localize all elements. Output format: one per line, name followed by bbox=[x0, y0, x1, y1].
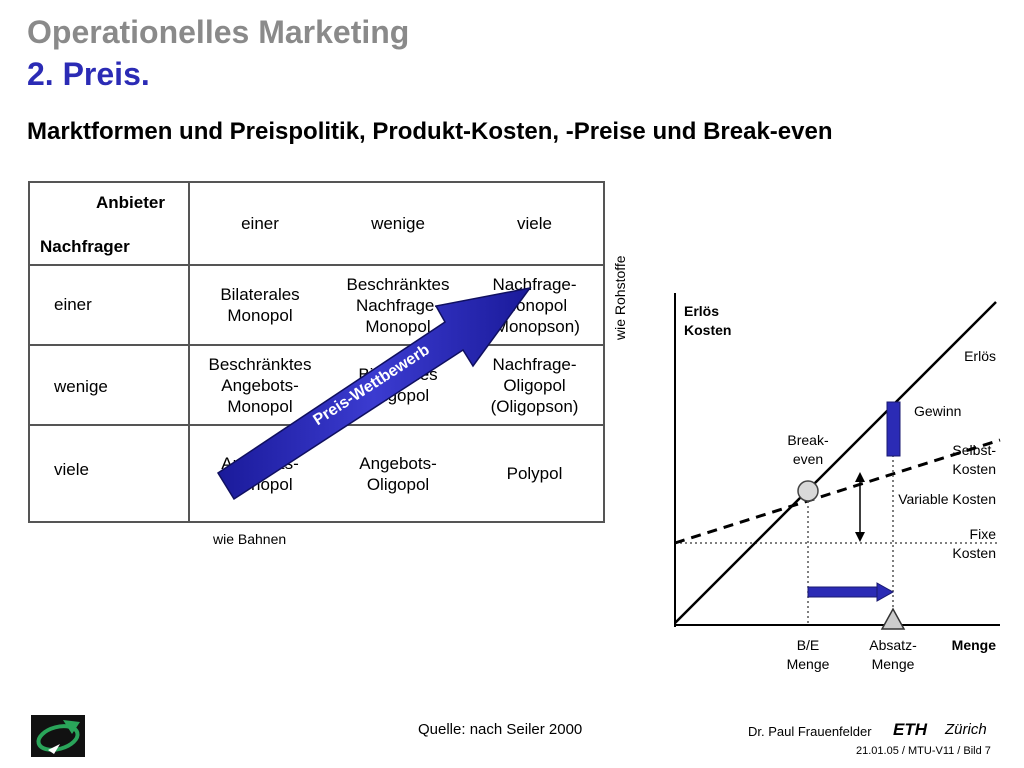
arrow-down-icon bbox=[855, 532, 865, 542]
matrix-cell: Beschränktes Angebots- Monopol bbox=[208, 354, 312, 416]
column-header: viele bbox=[517, 214, 552, 233]
matrix-cell: Nachfrage- Oligopol (Oligopson) bbox=[490, 354, 579, 416]
revenue-line bbox=[674, 301, 997, 624]
profit-bar bbox=[886, 401, 901, 457]
row-header: einer bbox=[54, 295, 92, 314]
chapter-title: 2. Preis. bbox=[27, 56, 150, 92]
slide-reference: 21.01.05 / MTU-V11 / Bild 7 bbox=[856, 745, 991, 757]
break-even-label: Break- even bbox=[787, 432, 829, 467]
break-even-point bbox=[797, 480, 819, 502]
sales-quantity-label: Absatz- Menge bbox=[869, 637, 917, 672]
row-header: viele bbox=[54, 460, 89, 479]
matrix-cell: Nachfrage- Monopol (Monopson) bbox=[489, 274, 580, 336]
x-axis-label: Menge bbox=[951, 637, 996, 653]
profit-label: Gewinn bbox=[914, 403, 962, 419]
arrow-label: Preis-Wettbewerb bbox=[310, 341, 433, 429]
break-even-chart bbox=[674, 293, 1001, 630]
y-axis-label: Erlös Kosten bbox=[684, 303, 732, 338]
total-cost-label: Selbst- Kosten bbox=[952, 442, 996, 477]
quantity-shift-arrow bbox=[807, 582, 895, 602]
matrix-cell: Angebots- Oligopol bbox=[359, 453, 437, 494]
note-bahnen: wie Bahnen bbox=[213, 531, 287, 547]
eth-zurich-text: Zürich bbox=[945, 721, 987, 738]
corner-label-anbieter: Anbieter bbox=[96, 193, 165, 212]
matrix-cell: Bilaterales Monopol bbox=[220, 285, 300, 325]
slide-title: Operationelles Marketing bbox=[27, 14, 410, 50]
matrix-cell: Beschränktes Nachfrage- Monopol bbox=[346, 274, 450, 336]
arrow-up-icon bbox=[855, 472, 865, 482]
price-competition-arrow: Preis-Wettbewerb bbox=[216, 286, 532, 501]
corner-label-nachfrager: Nachfrager bbox=[40, 237, 130, 256]
source-note: Quelle: nach Seiler 2000 bbox=[418, 721, 583, 738]
row-header: wenige bbox=[54, 377, 108, 396]
be-quantity-label: B/E Menge bbox=[786, 637, 830, 672]
slide-subtitle: Marktformen und Preispolitik, Produkt-Ko… bbox=[27, 118, 833, 145]
matrix-cell: Polypol bbox=[506, 464, 563, 483]
revenue-label: Erlös bbox=[964, 348, 996, 364]
sales-volume-marker bbox=[880, 607, 906, 630]
total-cost-line bbox=[674, 438, 1001, 545]
column-header: einer bbox=[241, 214, 279, 233]
column-header: wenige bbox=[371, 214, 425, 233]
logo-icon bbox=[31, 715, 85, 757]
fixed-cost-label: Fixe Kosten bbox=[952, 526, 996, 561]
author: Dr. Paul Frauenfelder bbox=[748, 724, 872, 739]
market-form-matrix: Anbieter Nachfrager einer wenige viele e… bbox=[28, 181, 605, 523]
matrix-divider bbox=[30, 264, 603, 266]
matrix-divider bbox=[30, 344, 603, 346]
eth-logo: ETH bbox=[893, 720, 927, 739]
variable-cost-label: Variable Kosten bbox=[898, 491, 996, 507]
matrix-divider bbox=[188, 183, 190, 521]
